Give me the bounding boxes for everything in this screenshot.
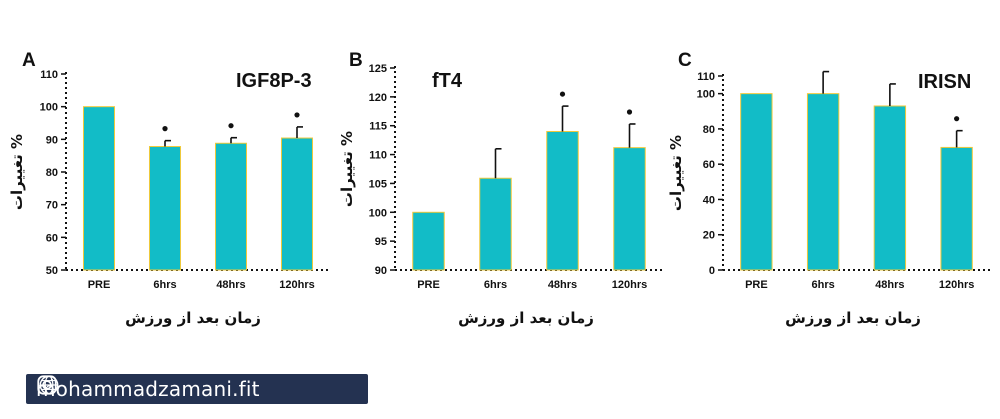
bar-PRE: [82, 106, 116, 271]
significance-dot: [162, 126, 168, 132]
y-tick-label: 40: [703, 194, 715, 206]
bar-6hrs: [148, 146, 182, 271]
chart-title: IRISN: [918, 71, 971, 93]
y-tick-label: 90: [46, 134, 58, 146]
y-tick-label: 110: [369, 150, 387, 162]
panel-letter: B: [349, 50, 363, 71]
significance-dot: [228, 123, 234, 129]
y-tick-label: 120: [369, 92, 387, 104]
bar-48hrs: [214, 142, 248, 271]
x-tick-label: 48hrs: [548, 279, 577, 291]
y-axis-label: % تغییرات: [338, 131, 356, 207]
x-tick-label: 120hrs: [612, 279, 647, 291]
x-tick-label: PRE: [417, 279, 440, 291]
y-tick-label: 110: [697, 71, 715, 83]
y-tick-label: 125: [369, 63, 387, 75]
y-axis-label: % تغییرات: [667, 135, 685, 211]
bar-120hrs: [280, 137, 314, 271]
x-tick-label: PRE: [88, 279, 111, 291]
y-tick-label: 100: [697, 89, 715, 101]
panel-letter: A: [22, 50, 36, 71]
y-tick-label: 115: [369, 121, 387, 133]
y-tick-label: 60: [703, 159, 715, 171]
y-tick-label: 105: [369, 178, 387, 190]
y-tick-label: 80: [46, 167, 58, 179]
y-tick-label: 80: [703, 124, 715, 136]
x-tick-label: 120hrs: [939, 279, 974, 291]
significance-dot: [559, 91, 566, 97]
x-tick-label: 48hrs: [875, 279, 904, 291]
bar-PRE: [740, 93, 773, 271]
significance-dot: [626, 109, 633, 115]
x-tick-label: 48hrs: [216, 279, 245, 291]
bar-120hrs: [940, 146, 973, 271]
y-tick-label: 0: [709, 265, 715, 277]
y-axis-label: % تغییرات: [8, 134, 26, 210]
bar-120hrs: [613, 147, 646, 271]
y-tick-label: 90: [375, 265, 387, 277]
bar-48hrs: [546, 130, 579, 271]
y-tick-label: 50: [46, 265, 58, 277]
y-tick-label: 20: [703, 230, 715, 242]
x-tick-label: 6hrs: [484, 279, 507, 291]
x-axis-label: زمان بعد از ورزش: [785, 309, 921, 327]
x-tick-label: 6hrs: [812, 279, 835, 291]
x-tick-label: PRE: [745, 279, 768, 291]
significance-dot: [294, 112, 300, 118]
bar-48hrs: [873, 105, 907, 271]
y-tick-label: 95: [375, 236, 387, 248]
y-tick-label: 100: [369, 207, 387, 219]
panel-letter: C: [678, 50, 692, 71]
x-tick-label: 6hrs: [153, 279, 176, 291]
bar-PRE: [412, 211, 445, 271]
globe-icon: [39, 375, 59, 395]
x-axis-label: زمان بعد از ورزش: [125, 309, 261, 327]
significance-dot: [954, 116, 960, 122]
y-tick-label: 70: [46, 200, 58, 212]
chart-title: fT4: [432, 70, 463, 92]
watermark-banner: mohammadzamani.fit: [26, 374, 368, 404]
chart-title: IGF8P-3: [236, 70, 312, 92]
x-tick-label: 120hrs: [279, 279, 314, 291]
bar-6hrs: [479, 177, 512, 271]
x-axis-label: زمان بعد از ورزش: [458, 309, 594, 327]
y-tick-label: 110: [40, 69, 58, 81]
y-tick-label: 60: [46, 232, 58, 244]
watermark-handle: mohammadzamani.fit: [36, 377, 260, 401]
y-tick-label: 100: [40, 102, 58, 114]
bar-6hrs: [806, 93, 840, 271]
